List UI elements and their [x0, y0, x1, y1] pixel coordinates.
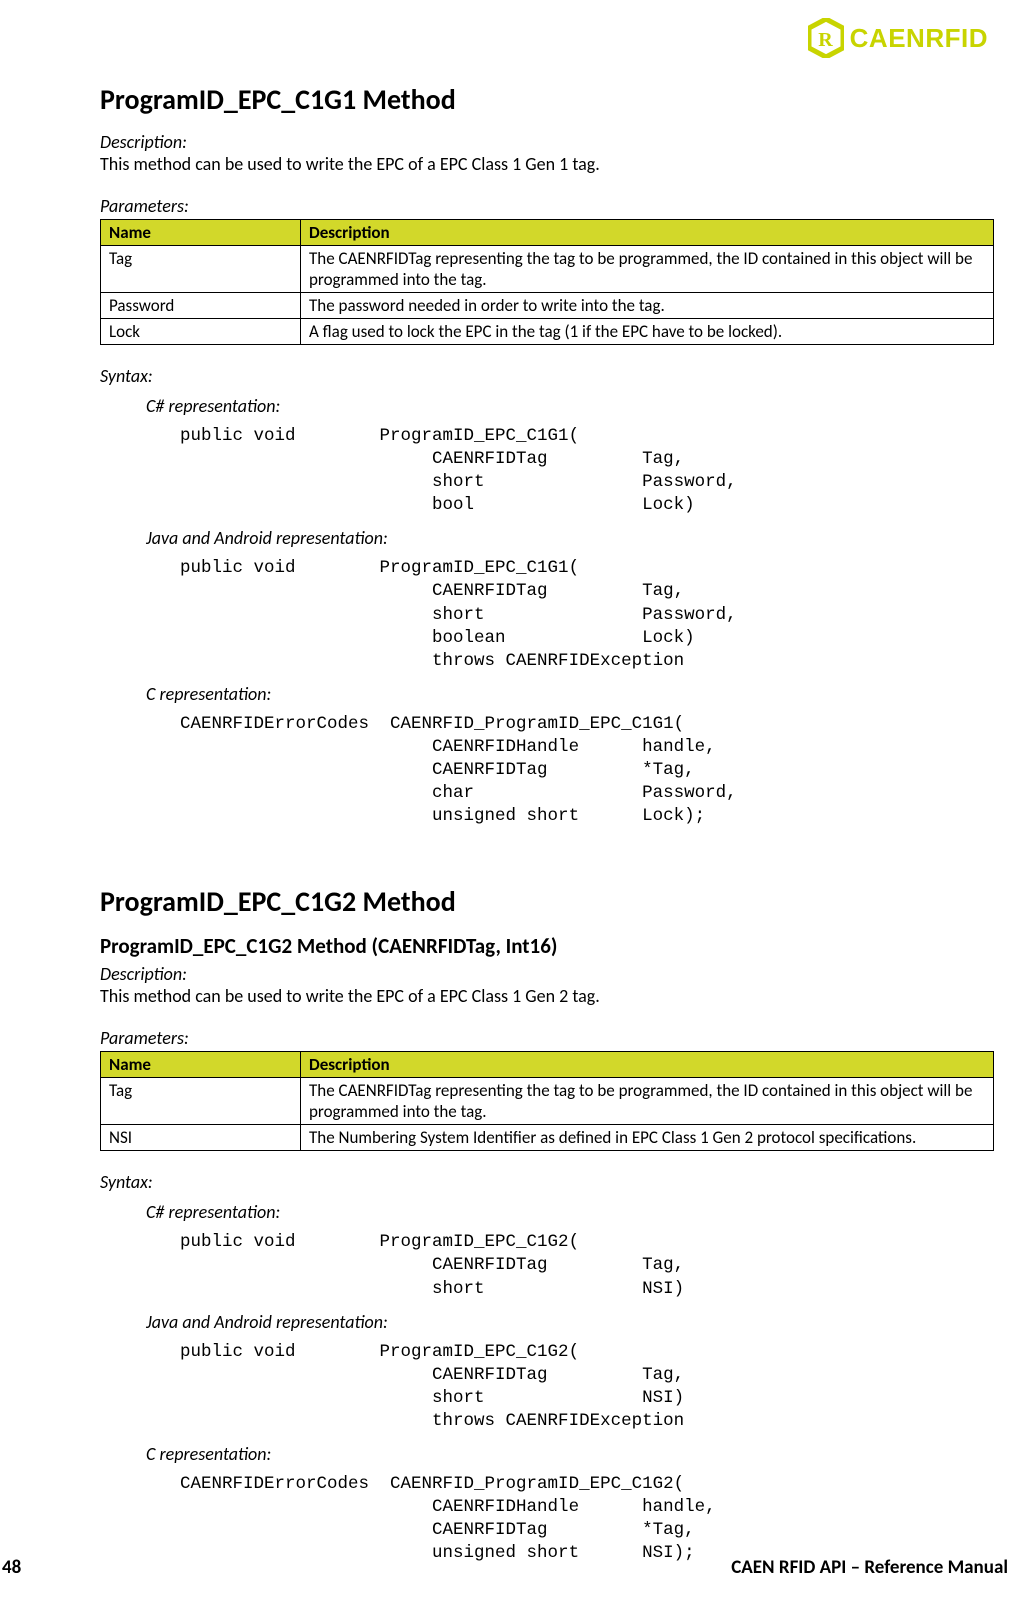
page: R CAENRFID ProgramID_EPC_C1G1 Method Des…: [0, 0, 1010, 1601]
m2-syntax-label: Syntax:: [100, 1171, 990, 1193]
m2-title: ProgramID_EPC_C1G2 Method: [100, 884, 990, 919]
m2-csharp-label: C# representation:: [146, 1201, 990, 1223]
m1-c-label: C representation:: [146, 683, 990, 705]
param-desc: The CAENRFIDTag representing the tag to …: [301, 246, 994, 293]
m1-params-label: Parameters:: [100, 195, 990, 217]
m2-desc-text: This method can be used to write the EPC…: [100, 985, 990, 1007]
m2-java-label: Java and Android representation:: [146, 1311, 990, 1333]
table-row: NSIThe Numbering System Identifier as de…: [101, 1125, 994, 1151]
m1-c-code: CAENRFIDErrorCodes CAENRFID_ProgramID_EP…: [180, 713, 990, 828]
m2-subtitle: ProgramID_EPC_C1G2 Method (CAENRFIDTag, …: [100, 933, 990, 959]
m2-csharp-code: public void ProgramID_EPC_C1G2( CAENRFID…: [180, 1231, 990, 1300]
svg-text:R: R: [818, 29, 833, 51]
page-footer: 48 CAEN RFID API – Reference Manual: [0, 1556, 1010, 1579]
table-header-row: Name Description: [101, 220, 994, 246]
brand-logo: R CAENRFID: [808, 18, 988, 58]
param-name: Tag: [101, 246, 301, 293]
table-header-row: Name Description: [101, 1052, 994, 1078]
m2-c-code: CAENRFIDErrorCodes CAENRFID_ProgramID_EP…: [180, 1473, 990, 1565]
table-row: TagThe CAENRFIDTag representing the tag …: [101, 246, 994, 293]
m2-desc-label: Description:: [100, 963, 990, 985]
brand-text: CAENRFID: [850, 23, 988, 54]
m2-c-label: C representation:: [146, 1443, 990, 1465]
col-name: Name: [101, 1052, 301, 1078]
m1-java-label: Java and Android representation:: [146, 527, 990, 549]
m1-params-table: Name Description TagThe CAENRFIDTag repr…: [100, 219, 994, 345]
param-desc: The password needed in order to write in…: [301, 293, 994, 319]
page-number: 48: [2, 1556, 21, 1579]
m1-syntax: Syntax: C# representation: public void P…: [100, 365, 990, 828]
m2-java-code: public void ProgramID_EPC_C1G2( CAENRFID…: [180, 1341, 990, 1433]
table-row: LockA flag used to lock the EPC in the t…: [101, 319, 994, 345]
hex-icon: R: [808, 18, 844, 58]
m1-desc-text: This method can be used to write the EPC…: [100, 153, 990, 175]
param-desc: A flag used to lock the EPC in the tag (…: [301, 319, 994, 345]
m1-java-code: public void ProgramID_EPC_C1G1( CAENRFID…: [180, 557, 990, 672]
m1-syntax-label: Syntax:: [100, 365, 990, 387]
table-row: TagThe CAENRFIDTag representing the tag …: [101, 1078, 994, 1125]
content: ProgramID_EPC_C1G1 Method Description: T…: [0, 12, 1010, 1565]
m2-syntax: Syntax: C# representation: public void P…: [100, 1171, 990, 1565]
param-name: Password: [101, 293, 301, 319]
param-desc: The Numbering System Identifier as defin…: [301, 1125, 994, 1151]
col-desc: Description: [301, 220, 994, 246]
col-desc: Description: [301, 1052, 994, 1078]
m2-params-label: Parameters:: [100, 1027, 990, 1049]
col-name: Name: [101, 220, 301, 246]
table-row: PasswordThe password needed in order to …: [101, 293, 994, 319]
footer-title: CAEN RFID API – Reference Manual: [731, 1556, 1008, 1579]
m1-csharp-code: public void ProgramID_EPC_C1G1( CAENRFID…: [180, 425, 990, 517]
param-desc: The CAENRFIDTag representing the tag to …: [301, 1078, 994, 1125]
param-name: NSI: [101, 1125, 301, 1151]
m1-csharp-label: C# representation:: [146, 395, 990, 417]
m2-params-table: Name Description TagThe CAENRFIDTag repr…: [100, 1051, 994, 1151]
m1-title: ProgramID_EPC_C1G1 Method: [100, 82, 990, 117]
param-name: Tag: [101, 1078, 301, 1125]
m1-desc-label: Description:: [100, 131, 990, 153]
param-name: Lock: [101, 319, 301, 345]
